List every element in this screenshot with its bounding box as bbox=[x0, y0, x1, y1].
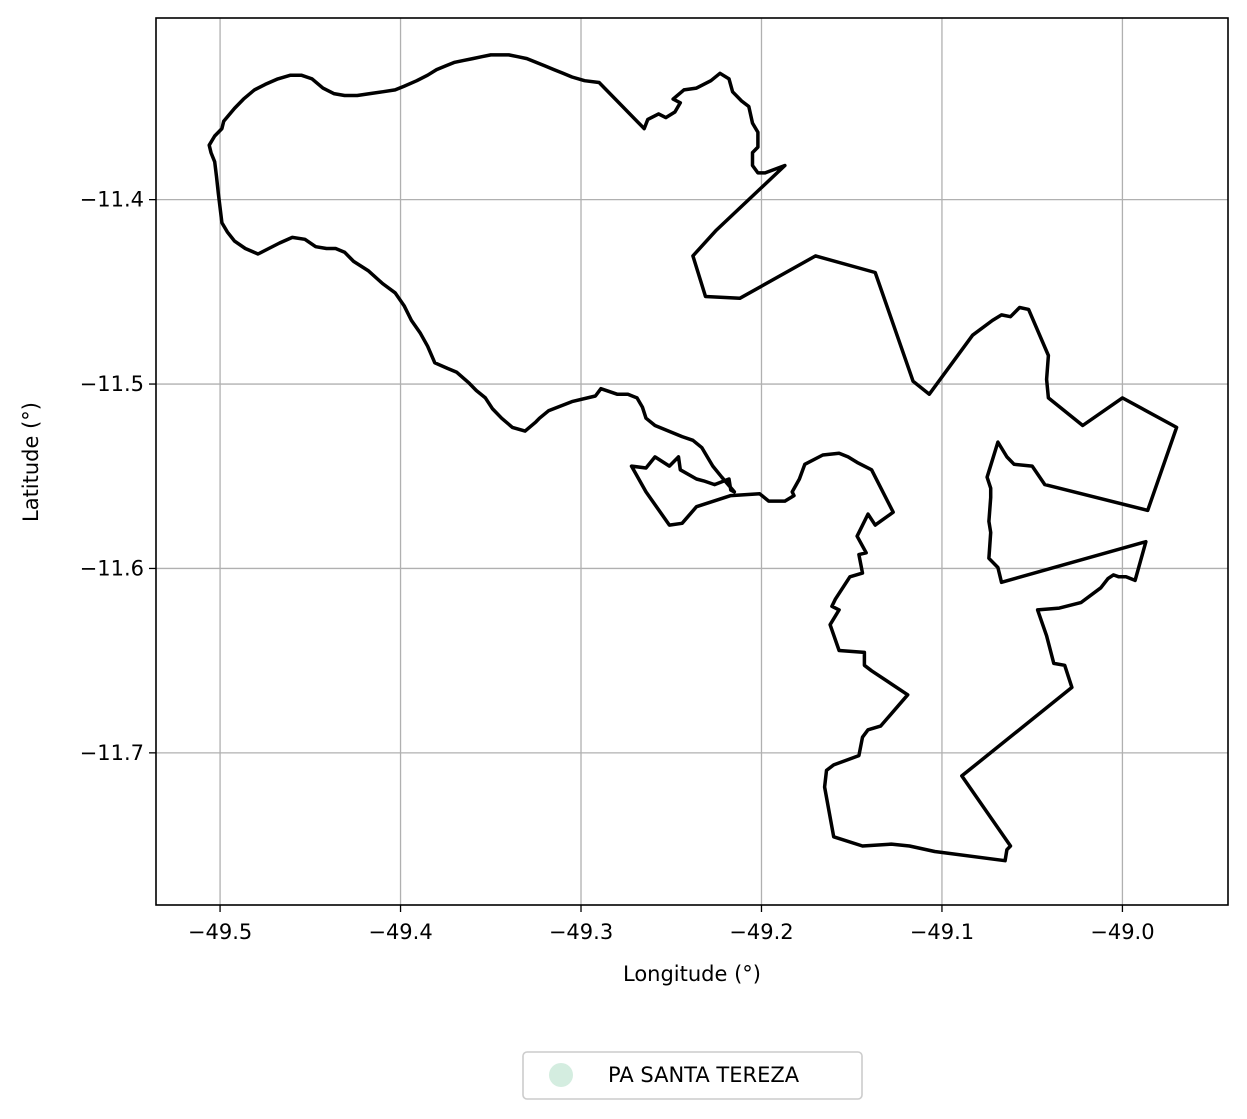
axis-ticks: −49.5 −49.4 −49.3 −49.2 −49.1 −49.0 −11.4 −11.5… bbox=[80, 188, 1155, 944]
plot-frame bbox=[155, 17, 1229, 906]
x-tick-label: −49.2 bbox=[729, 920, 793, 944]
settlement-boundary bbox=[207, 53, 1179, 863]
legend-box bbox=[522, 1051, 863, 1100]
x-tick-label: −49.0 bbox=[1090, 920, 1154, 944]
y-axis-label: Latitude (°) bbox=[19, 402, 43, 522]
legend-label: PA SANTA TEREZA bbox=[608, 1063, 800, 1087]
x-tick-label: −49.3 bbox=[549, 920, 613, 944]
x-tick-label: −49.4 bbox=[368, 920, 432, 944]
x-tick-label: −49.5 bbox=[188, 920, 252, 944]
legend: PA SANTA TEREZA bbox=[522, 1051, 863, 1100]
y-tick-label: −11.7 bbox=[80, 741, 144, 765]
y-tick-label: −11.4 bbox=[80, 188, 144, 212]
x-axis-label: Longitude (°) bbox=[623, 962, 761, 986]
y-tick-label: −11.6 bbox=[80, 556, 144, 580]
y-tick-label: −11.5 bbox=[80, 372, 144, 396]
x-tick-label: −49.1 bbox=[910, 920, 974, 944]
legend-marker bbox=[549, 1063, 573, 1087]
